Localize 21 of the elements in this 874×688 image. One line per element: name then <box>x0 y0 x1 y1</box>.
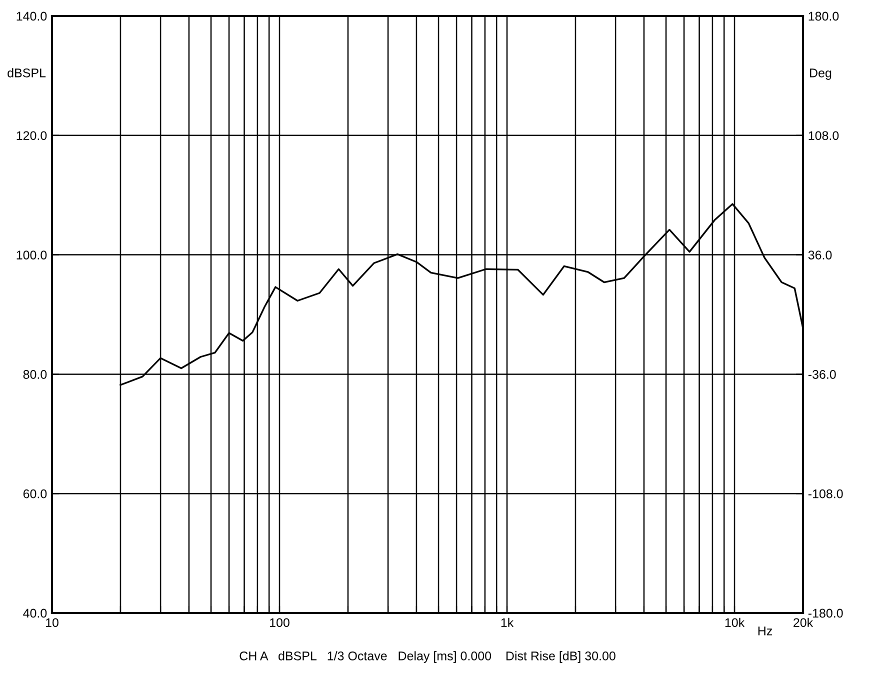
y2-tick-label: 180.0 <box>808 12 839 21</box>
y-tick-label: 120.0 <box>16 131 47 140</box>
y2-tick-label: -180.0 <box>808 608 843 618</box>
x-tick-label: 10k <box>725 618 745 628</box>
y2-tick-label: 36.0 <box>808 250 832 260</box>
text: CH A dBSPL 1/3 Octave Delay [ms] 0.000 Dist Rise [dB] 30.00 <box>240 651 616 663</box>
y-tick-label: 100.0 <box>16 250 47 260</box>
x-tick-label: 1k <box>501 618 514 627</box>
y-axis-title: dBSPL <box>8 68 46 78</box>
x-tick-label: 100 <box>270 618 290 628</box>
y2-tick-label: -108.0 <box>808 489 843 498</box>
y-tick-label: 140.0 <box>16 12 47 21</box>
y-tick-label: 40.0 <box>23 608 47 618</box>
y-tick-label: 80.0 <box>23 370 47 379</box>
y-tick-label: 60.0 <box>23 489 47 498</box>
y2-axis-title: Deg <box>810 68 832 80</box>
x-tick-label: 20k <box>794 618 814 628</box>
y2-tick-label: -36.0 <box>808 370 836 379</box>
x-axis-title: Hz <box>758 626 772 636</box>
x-tick-label: 10 <box>46 618 58 628</box>
y2-tick-label: 108.0 <box>808 131 839 140</box>
